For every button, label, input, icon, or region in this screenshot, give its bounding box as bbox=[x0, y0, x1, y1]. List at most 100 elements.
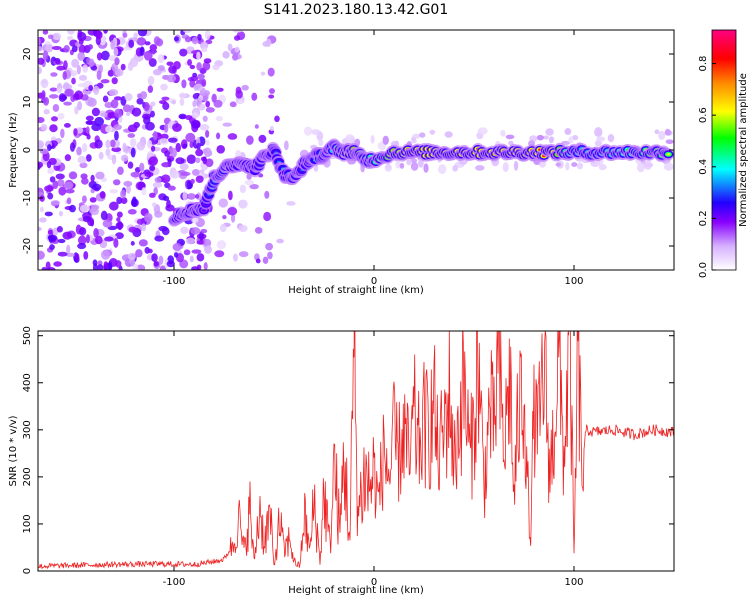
spectrogram-noise-blob bbox=[96, 70, 102, 81]
spectrogram-noise-blob bbox=[114, 57, 120, 66]
spectrogram-noise-blob bbox=[164, 258, 169, 269]
spectrogram-noise-blob bbox=[571, 162, 578, 167]
spectrogram-noise-blob bbox=[234, 46, 240, 53]
spectrogram-noise-blob bbox=[110, 99, 119, 109]
spectrogram-noise-blob bbox=[120, 189, 127, 199]
spectrogram-noise-blob bbox=[58, 210, 64, 217]
spectrogram-noise-blob bbox=[152, 130, 158, 141]
spectrogram-noise-blob bbox=[170, 170, 180, 179]
spectrogram-noise-blob bbox=[50, 200, 60, 206]
spectrogram-noise-blob bbox=[191, 36, 199, 45]
spectrogram-noise-blob bbox=[49, 244, 55, 250]
spectrogram-noise-blob bbox=[116, 211, 123, 218]
spectrogram-noise-blob bbox=[47, 229, 54, 235]
spectrogram-noise-blob bbox=[114, 108, 123, 119]
spectrogram-noise-blob bbox=[39, 195, 45, 202]
spectrogram-noise-blob bbox=[103, 266, 108, 270]
spectrogram-ytick-label: 20 bbox=[22, 48, 33, 61]
spectrogram-ytick-label: 10 bbox=[22, 96, 33, 109]
spectrogram-noise-blob bbox=[92, 263, 98, 270]
spectrogram-noise-blob bbox=[212, 64, 220, 71]
spectrogram-noise-blob bbox=[565, 162, 570, 171]
spectrogram-noise-blob bbox=[44, 185, 54, 192]
spectrogram-noise-blob bbox=[154, 235, 165, 242]
spectrogram-noise-blob bbox=[94, 235, 103, 245]
spectrogram-noise-blob bbox=[179, 163, 189, 171]
spectrogram-noise-blob bbox=[64, 88, 74, 97]
spectrogram-noise-blob bbox=[68, 171, 78, 180]
spectrogram-noise-blob bbox=[345, 134, 355, 143]
spectrogram-noise-blob bbox=[117, 166, 124, 175]
spectrogram-noise-blob bbox=[71, 70, 78, 77]
spectrogram-noise-blob bbox=[90, 219, 95, 227]
spectrogram-noise-blob bbox=[140, 91, 148, 100]
spectrogram-xtick-label: -100 bbox=[163, 276, 186, 287]
spectrogram-noise-blob bbox=[183, 249, 191, 256]
spectrogram-noise-blob bbox=[274, 115, 280, 123]
spectrogram-noise-blob bbox=[475, 164, 485, 171]
spectrogram-noise-blob bbox=[99, 191, 106, 199]
spectrogram-noise-blob bbox=[196, 142, 201, 150]
spectrogram-noise-blob bbox=[230, 213, 236, 223]
spectrogram-noise-blob bbox=[64, 181, 74, 189]
spectrogram-noise-blob bbox=[232, 253, 238, 262]
spectrogram-noise-blob bbox=[143, 102, 150, 112]
spectrogram-noise-blob bbox=[144, 171, 154, 178]
spectrogram-noise-blob bbox=[129, 57, 139, 68]
spectrogram-noise-blob bbox=[513, 160, 519, 171]
spectrogram-noise-blob bbox=[50, 116, 58, 122]
spectrogram-noise-blob bbox=[80, 173, 88, 180]
spectrogram-noise-blob bbox=[148, 58, 157, 67]
spectrogram-noise-blob bbox=[251, 92, 258, 101]
spectrogram-noise-blob bbox=[262, 40, 270, 47]
spectrogram-noise-blob bbox=[91, 183, 102, 191]
spectrogram-noise-blob bbox=[110, 40, 115, 50]
snr-xtick-label: 100 bbox=[564, 577, 583, 588]
spectrogram-noise-blob bbox=[215, 132, 221, 140]
spectrogram-noise-blob bbox=[75, 253, 80, 262]
spectrogram-noise-blob bbox=[158, 255, 164, 265]
spectrogram-noise-blob bbox=[151, 253, 158, 263]
spectrogram-noise-blob bbox=[38, 57, 45, 65]
spectrogram-noise-blob bbox=[112, 179, 121, 186]
spectrogram-noise-blob bbox=[126, 184, 131, 194]
spectrogram-noise-blob bbox=[228, 190, 233, 201]
spectrogram-noise-blob bbox=[191, 168, 200, 176]
spectrogram-noise-blob bbox=[44, 211, 53, 217]
spectrogram-noise-blob bbox=[190, 227, 201, 235]
spectrogram-noise-blob bbox=[122, 32, 128, 38]
spectrogram-noise-blob bbox=[199, 123, 210, 131]
spectrogram-noise-blob bbox=[234, 35, 241, 41]
spectrogram-noise-blob bbox=[46, 267, 56, 270]
spectrogram-noise-blob bbox=[69, 142, 76, 152]
spectrogram-noise-blob bbox=[107, 261, 113, 270]
spectrogram-noise-blob bbox=[664, 128, 671, 136]
spectrogram-noise-blob bbox=[86, 120, 97, 125]
spectrogram-noise-blob bbox=[576, 162, 584, 170]
spectrogram-noise-blob bbox=[477, 127, 488, 135]
spectrogram-noise-blob bbox=[38, 67, 42, 75]
spectrogram-noise-blob bbox=[76, 64, 81, 75]
spectrogram-noise-blob bbox=[123, 180, 133, 187]
spectrogram-noise-blob bbox=[62, 231, 73, 240]
spectrogram-noise-blob bbox=[200, 228, 208, 234]
spectrogram-noise-blob bbox=[643, 160, 653, 170]
spectrogram-noise-blob bbox=[166, 61, 174, 66]
snr-xlabel: Height of straight line (km) bbox=[288, 585, 424, 596]
spectrogram-noise-blob bbox=[568, 136, 574, 144]
spectrogram-noise-blob bbox=[113, 124, 122, 131]
spectrogram-noise-blob bbox=[77, 100, 83, 111]
spectrogram-noise-blob bbox=[254, 227, 263, 234]
spectrogram-noise-blob bbox=[87, 44, 93, 50]
spectrogram-noise-blob bbox=[83, 251, 89, 260]
spectrogram-noise-blob bbox=[49, 87, 58, 92]
spectrogram-noise-blob bbox=[195, 157, 201, 164]
spectrogram-noise-blob bbox=[38, 140, 45, 149]
spectrogram-noise-blob bbox=[189, 64, 196, 70]
spectrogram-noise-blob bbox=[77, 30, 83, 39]
spectrogram-noise-blob bbox=[53, 261, 62, 267]
spectrogram-noise-blob bbox=[184, 36, 192, 43]
spectrogram-noise-blob bbox=[71, 45, 78, 53]
spectrogram-noise-blob bbox=[127, 209, 137, 215]
